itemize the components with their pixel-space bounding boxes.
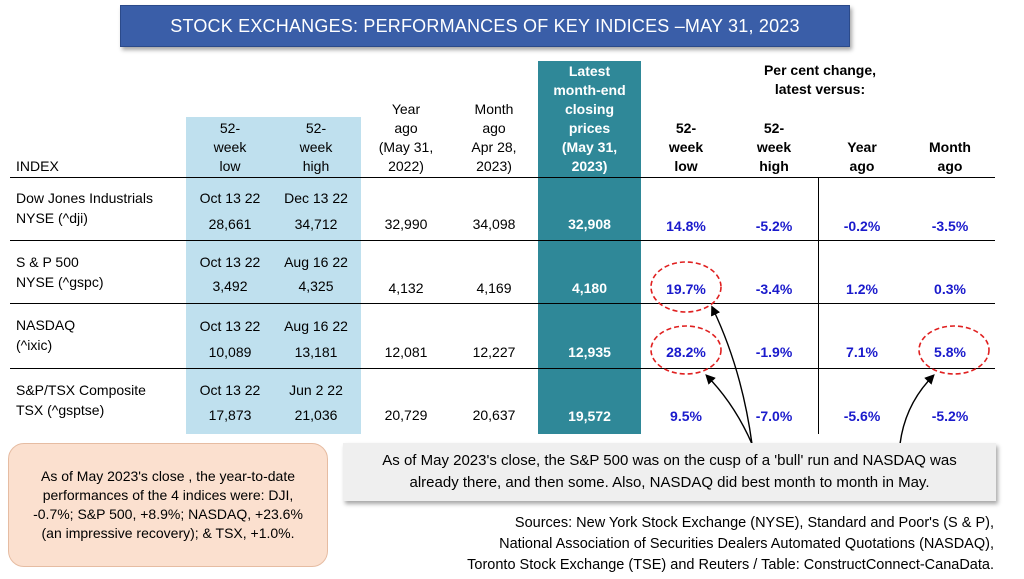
row-divider	[10, 303, 995, 304]
year-ago-value: 12,081	[384, 344, 428, 360]
high-date: Jun 2 22	[289, 382, 343, 398]
high-date: Aug 16 22	[284, 318, 348, 334]
pct-low-value: 14.8%	[666, 218, 706, 234]
percent-change-title: Per cent change, latest versus:	[763, 62, 877, 97]
year-ago-value: 20,729	[384, 407, 428, 423]
month-ago-value: 20,637	[472, 407, 516, 423]
52-week-columns-highlight	[186, 117, 361, 434]
arrow	[705, 374, 753, 445]
pct-year-value: -0.2%	[843, 218, 881, 234]
high-date: Dec 13 22	[284, 190, 348, 206]
pct-low-value: 9.5%	[670, 408, 702, 424]
low52-header: 52- week low	[213, 120, 247, 174]
pct-low-value: 28.2%	[666, 344, 706, 360]
header-divider	[10, 177, 995, 178]
month-ago-value: 4,169	[476, 280, 512, 296]
low-value: 17,873	[208, 407, 252, 423]
row-divider	[10, 240, 995, 241]
highlight-circle	[650, 325, 722, 375]
pct-year-value: 7.1%	[846, 344, 878, 360]
row-divider	[10, 368, 995, 369]
high-value: 13,181	[294, 344, 338, 360]
low-date: Oct 13 22	[199, 382, 261, 398]
year-ago-value: 4,132	[388, 280, 424, 296]
index-name: S&P/TSX Composite TSX (^gsptse)	[16, 382, 146, 418]
latest-value: 32,908	[568, 216, 611, 232]
low-date: Oct 13 22	[199, 254, 261, 270]
pct-month-value: -3.5%	[931, 218, 969, 234]
pct-year-value: -5.6%	[843, 408, 881, 424]
sources-credit: Sources: New York Stock Exchange (NYSE),…	[467, 515, 994, 573]
pct-low-header: 52- week low	[668, 120, 704, 174]
pct-low-value: 19.7%	[666, 281, 706, 297]
high-value: 21,036	[294, 407, 338, 423]
latest-value: 12,935	[568, 344, 611, 360]
page-title: STOCK EXCHANGES: PERFORMANCES OF KEY IND…	[120, 5, 850, 47]
high-value: 4,325	[298, 278, 334, 294]
month-ago-value: 34,098	[472, 216, 516, 232]
latest-header: Latest month-end closing prices (May 31, 2023…	[553, 63, 626, 174]
pct-high-value: -5.2%	[755, 218, 793, 234]
high-date: Aug 16 22	[284, 254, 348, 270]
arrow	[899, 374, 935, 445]
low-value: 10,089	[208, 344, 252, 360]
month-ago-value: 12,227	[472, 344, 516, 360]
latest-value: 19,572	[568, 408, 611, 424]
index-name: S & P 500 NYSE (^gspc)	[16, 254, 104, 290]
latest-price-column-highlight	[538, 61, 641, 434]
pct-high-value: -7.0%	[755, 408, 793, 424]
arrow	[711, 305, 753, 445]
index-name: NASDAQ (^ixic)	[16, 317, 76, 353]
highlight-circle	[650, 261, 722, 313]
bull-run-note: As of May 2023's close, the S&P 500 was …	[343, 443, 996, 501]
high-value: 34,712	[294, 216, 338, 232]
year-ago-header: Year ago (May 31, 2022)	[378, 101, 434, 174]
low-value: 28,661	[208, 216, 252, 232]
low-value: 3,492	[212, 278, 248, 294]
index-header: INDEX	[16, 158, 59, 174]
low-date: Oct 13 22	[199, 318, 261, 334]
pct-high-value: -1.9%	[755, 344, 793, 360]
year-ago-value: 32,990	[384, 216, 428, 232]
low-date: Oct 13 22	[199, 190, 261, 206]
pct-month-value: 0.3%	[934, 281, 966, 297]
pct-high-header: 52- week high	[756, 120, 792, 174]
pct-month-value: -5.2%	[931, 408, 969, 424]
latest-value: 4,180	[571, 280, 608, 296]
pct-month-header: Month ago	[929, 139, 971, 174]
ytd-performance-note: As of May 2023's close , the year-to-dat…	[8, 443, 328, 567]
pct-year-header: Year ago	[847, 139, 877, 174]
pct-year-value: 1.2%	[846, 281, 878, 297]
pct-month-value: 5.8%	[934, 344, 966, 360]
column-divider	[818, 177, 819, 434]
month-ago-header: Month ago Apr 28, 2023)	[471, 101, 517, 174]
high52-header: 52- week high	[299, 120, 333, 174]
index-name: Dow Jones Industrials NYSE (^dji)	[16, 190, 153, 226]
pct-high-value: -3.4%	[755, 281, 793, 297]
highlight-circle	[918, 325, 990, 375]
